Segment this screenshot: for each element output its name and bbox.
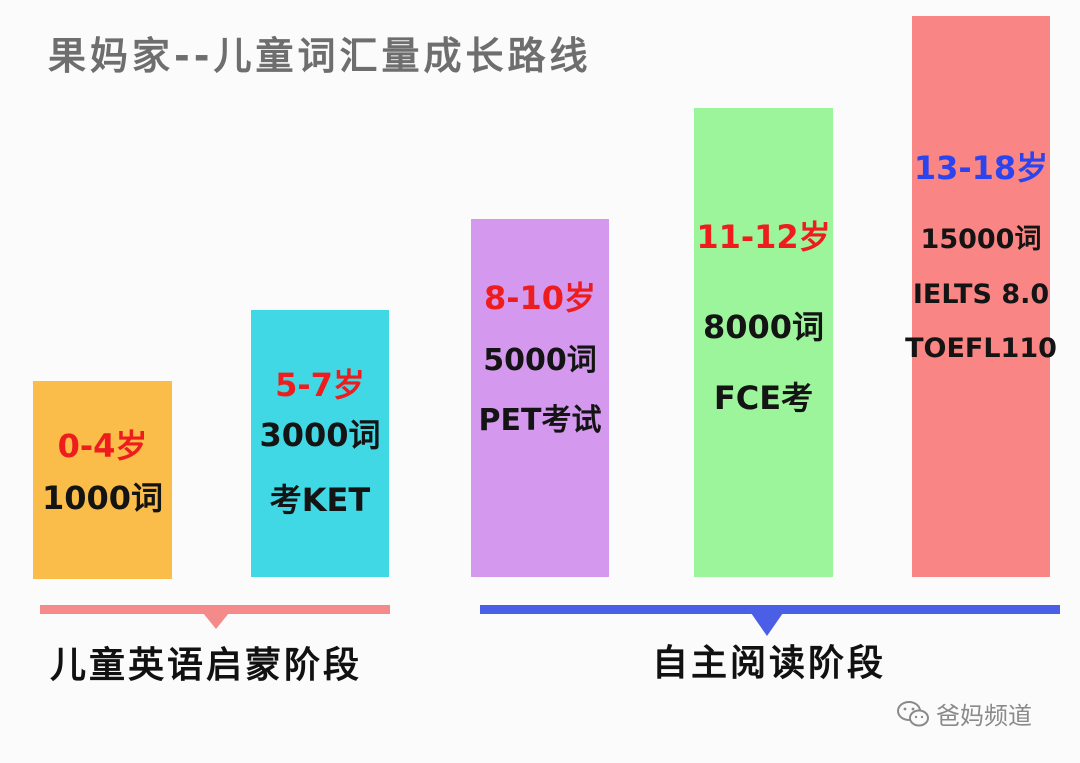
stage-exam: IELTS 8.0 bbox=[912, 278, 1050, 310]
stage-age: 11-12岁 bbox=[696, 218, 831, 256]
watermark-text: 爸妈频道 bbox=[936, 702, 1032, 730]
watermark: 爸妈频道 bbox=[896, 696, 1032, 731]
stage-age: 13-18岁 bbox=[913, 149, 1049, 187]
bracket-pointer bbox=[751, 613, 783, 636]
stage-bar-0-4: 0-4岁 1000词 bbox=[33, 381, 172, 579]
stage-age: 0-4岁 bbox=[57, 427, 148, 465]
stage-vocab: 1000词 bbox=[41, 479, 164, 518]
bracket-line bbox=[40, 605, 390, 614]
stage-exam: FCE考 bbox=[713, 378, 814, 417]
stage-exam: TOEFL110 bbox=[905, 333, 1057, 365]
phase-label-enlightenment: 儿童英语启蒙阶段 bbox=[50, 645, 363, 686]
stage-exam: PET考试 bbox=[478, 403, 602, 439]
stage-exam: 考KET bbox=[269, 480, 371, 519]
stage-vocab: 5000词 bbox=[483, 343, 597, 379]
stage-age: 8-10岁 bbox=[483, 279, 597, 317]
page-title: 果妈家--儿童词汇量成长路线 bbox=[48, 34, 592, 78]
stage-bar-13-18: 13-18岁 15000词 IELTS 8.0 TOEFL110 bbox=[905, 16, 1057, 577]
stage-vocab: 8000词 bbox=[702, 308, 825, 347]
stage-bar-8-10: 8-10岁 5000词 PET考试 bbox=[471, 219, 609, 577]
stage-bar-11-12: 11-12岁 8000词 FCE考 bbox=[694, 108, 833, 577]
wechat-icon bbox=[897, 700, 929, 726]
phase-bracket-independent-reading bbox=[480, 605, 1060, 636]
stage-bar-5-7: 5-7岁 3000词 考KET bbox=[251, 310, 389, 577]
phase-bracket-enlightenment bbox=[40, 605, 390, 629]
stage-vocab: 15000词 bbox=[920, 224, 1042, 256]
bracket-pointer bbox=[203, 613, 229, 629]
stage-age: 5-7岁 bbox=[275, 366, 365, 404]
bracket-line bbox=[480, 605, 1060, 614]
stage-vocab: 3000词 bbox=[259, 416, 381, 455]
phase-label-independent-reading: 自主阅读阶段 bbox=[652, 643, 887, 684]
